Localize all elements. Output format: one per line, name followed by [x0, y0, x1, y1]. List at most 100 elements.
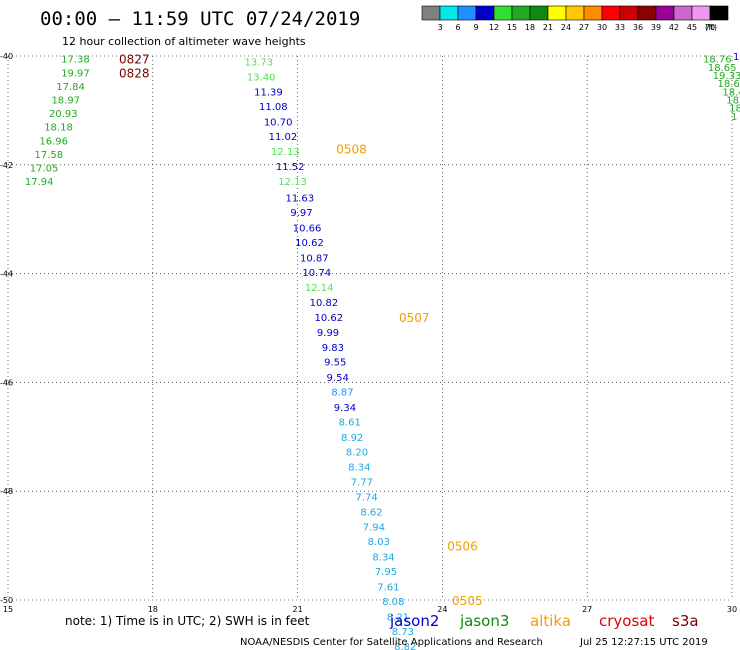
colorbar-swatch	[709, 5, 729, 21]
colorbar-tick: 15	[507, 23, 517, 32]
wave-height-label: 9.34	[334, 403, 356, 414]
footer-credit: NOAA/NESDIS Center for Satellite Applica…	[240, 637, 543, 648]
wave-height-label: 11.52	[276, 162, 305, 173]
wave-height-label: 7.77	[351, 477, 373, 488]
wave-height-label: 8.87	[331, 388, 353, 399]
wave-height-label: 17.05	[30, 164, 59, 175]
colorbar-swatch	[529, 5, 549, 21]
legend-entry-jason2: jason2	[389, 612, 439, 630]
legend-entry-cryosat: cryosat	[599, 612, 654, 630]
x-tick-label: 15	[3, 605, 13, 614]
colorbar-swatch	[673, 5, 693, 21]
wave-height-label: 18.65	[708, 63, 737, 74]
wave-height-label: 10.66	[293, 223, 322, 234]
y-tick-label: -44	[0, 270, 13, 279]
wave-height-label: 10.82	[310, 298, 339, 309]
colorbar-tick: 42	[669, 23, 679, 32]
wave-height-label: 8.62	[360, 507, 382, 518]
colorbar-swatch	[547, 5, 567, 21]
colorbar: 3 6 9 12 15 18 21 24 27 30 33 36 39 42 45 70	[421, 5, 729, 32]
wave-height-label: 8.73	[392, 627, 414, 638]
pass-time-label: 0827	[119, 53, 150, 67]
y-tick-label: -50	[0, 596, 13, 605]
colorbar-tick: 30	[597, 23, 607, 32]
x-tick-label: 18	[148, 605, 158, 614]
wave-height-label: 18.	[729, 104, 740, 115]
wave-height-label: 10.62	[314, 313, 343, 324]
legend-entry-s3a: s3a	[672, 612, 699, 630]
wave-height-label: 12.14	[305, 283, 334, 294]
colorbar-tick: 70	[705, 23, 715, 32]
wave-height-label: 9.54	[327, 373, 349, 384]
satellite-legend: jason2 jason3 altika cryosat s3a	[389, 612, 699, 630]
x-tick-label: 21	[293, 605, 303, 614]
y-tick-label: -40	[0, 52, 13, 61]
wave-height-label: 19.97	[61, 68, 90, 79]
grid-lines	[7, 55, 733, 601]
colorbar-tick: 33	[615, 23, 625, 32]
wave-height-label: 17.38	[61, 55, 90, 66]
wave-height-label: 8.82	[394, 642, 416, 650]
y-tick-label: -42	[0, 161, 13, 170]
wave-height-label: 18.76	[703, 55, 732, 66]
wave-height-label: 17.94	[25, 177, 54, 188]
wave-height-label: 11.02	[269, 132, 298, 143]
wave-height-label: 8.08	[382, 597, 404, 608]
wave-height-label: 8.34	[372, 552, 394, 563]
wave-height-label: 9.99	[317, 328, 339, 339]
colorbar-tick: 18	[525, 23, 535, 32]
wave-height-label: 7.74	[356, 493, 378, 504]
wave-height-label: 9.97	[290, 208, 312, 219]
x-tick-label: 27	[582, 605, 592, 614]
legend-entry-jason3: jason3	[459, 612, 509, 630]
footer-timestamp: Jul 25 12:27:15 UTC 2019	[579, 637, 708, 648]
wave-height-label: 8.20	[346, 447, 368, 458]
colorbar-tick: 24	[561, 23, 571, 32]
colorbar-swatch	[439, 5, 459, 21]
pass-time-label: 0508	[336, 142, 367, 156]
colorbar-swatch	[421, 5, 441, 21]
colorbar-swatch	[601, 5, 621, 21]
colorbar-tick: 45	[687, 23, 697, 32]
wave-height-label: 10.62	[295, 238, 324, 249]
chart-subtitle: 12 hour collection of altimeter wave hei…	[62, 35, 306, 48]
wave-height-label: 8.92	[341, 433, 363, 444]
wave-height-label: 10.70	[264, 117, 293, 128]
wave-height-label: 11.08	[259, 102, 288, 113]
y-axis-ticks: -40 -42 -44 -46 -48 -50	[0, 52, 13, 605]
colorbar-swatch	[493, 5, 513, 21]
wave-height-label: 16.96	[39, 136, 68, 147]
colorbar-tick: 12	[489, 23, 499, 32]
wave-height-label: 8.34	[348, 463, 370, 474]
wave-height-points: 17.3819.9717.8418.9720.9318.1816.9617.58…	[25, 52, 740, 650]
wave-height-label: 10.87	[300, 253, 329, 264]
wave-height-label: 9.83	[322, 343, 344, 354]
colorbar-tick: 39	[651, 23, 661, 32]
wave-height-label: 8.03	[368, 537, 390, 548]
pass-time-label: 0505	[452, 594, 483, 608]
wave-height-label: 7.95	[375, 567, 397, 578]
wave-height-label: 13.40	[247, 73, 276, 84]
wave-height-label: 18.18	[44, 123, 73, 134]
wave-height-label: 20.93	[49, 109, 78, 120]
colorbar-swatch	[637, 5, 657, 21]
wave-height-label: 7.61	[377, 582, 399, 593]
y-tick-label: -48	[0, 487, 13, 496]
colorbar-swatch	[457, 5, 477, 21]
wave-height-label: 12.13	[271, 147, 300, 158]
x-tick-label: 30	[727, 605, 737, 614]
pass-time-label: 0828	[119, 66, 150, 80]
wave-height-label: 13.73	[245, 57, 274, 68]
colorbar-swatch	[475, 5, 495, 21]
colorbar-swatch	[583, 5, 603, 21]
colorbar-swatch	[511, 5, 531, 21]
wave-height-label: 11.39	[254, 87, 283, 98]
colorbar-unit: (ft)	[705, 23, 717, 32]
wave-height-label: 7.94	[363, 523, 385, 534]
wave-height-label: 17.84	[56, 82, 85, 93]
chart-title: 00:00 – 11:59 UTC 07/24/2019	[40, 8, 360, 30]
wave-height-label: 18.64	[718, 79, 740, 90]
wave-height-label: 8.21	[387, 612, 409, 623]
colorbar-tick: 9	[473, 23, 478, 32]
